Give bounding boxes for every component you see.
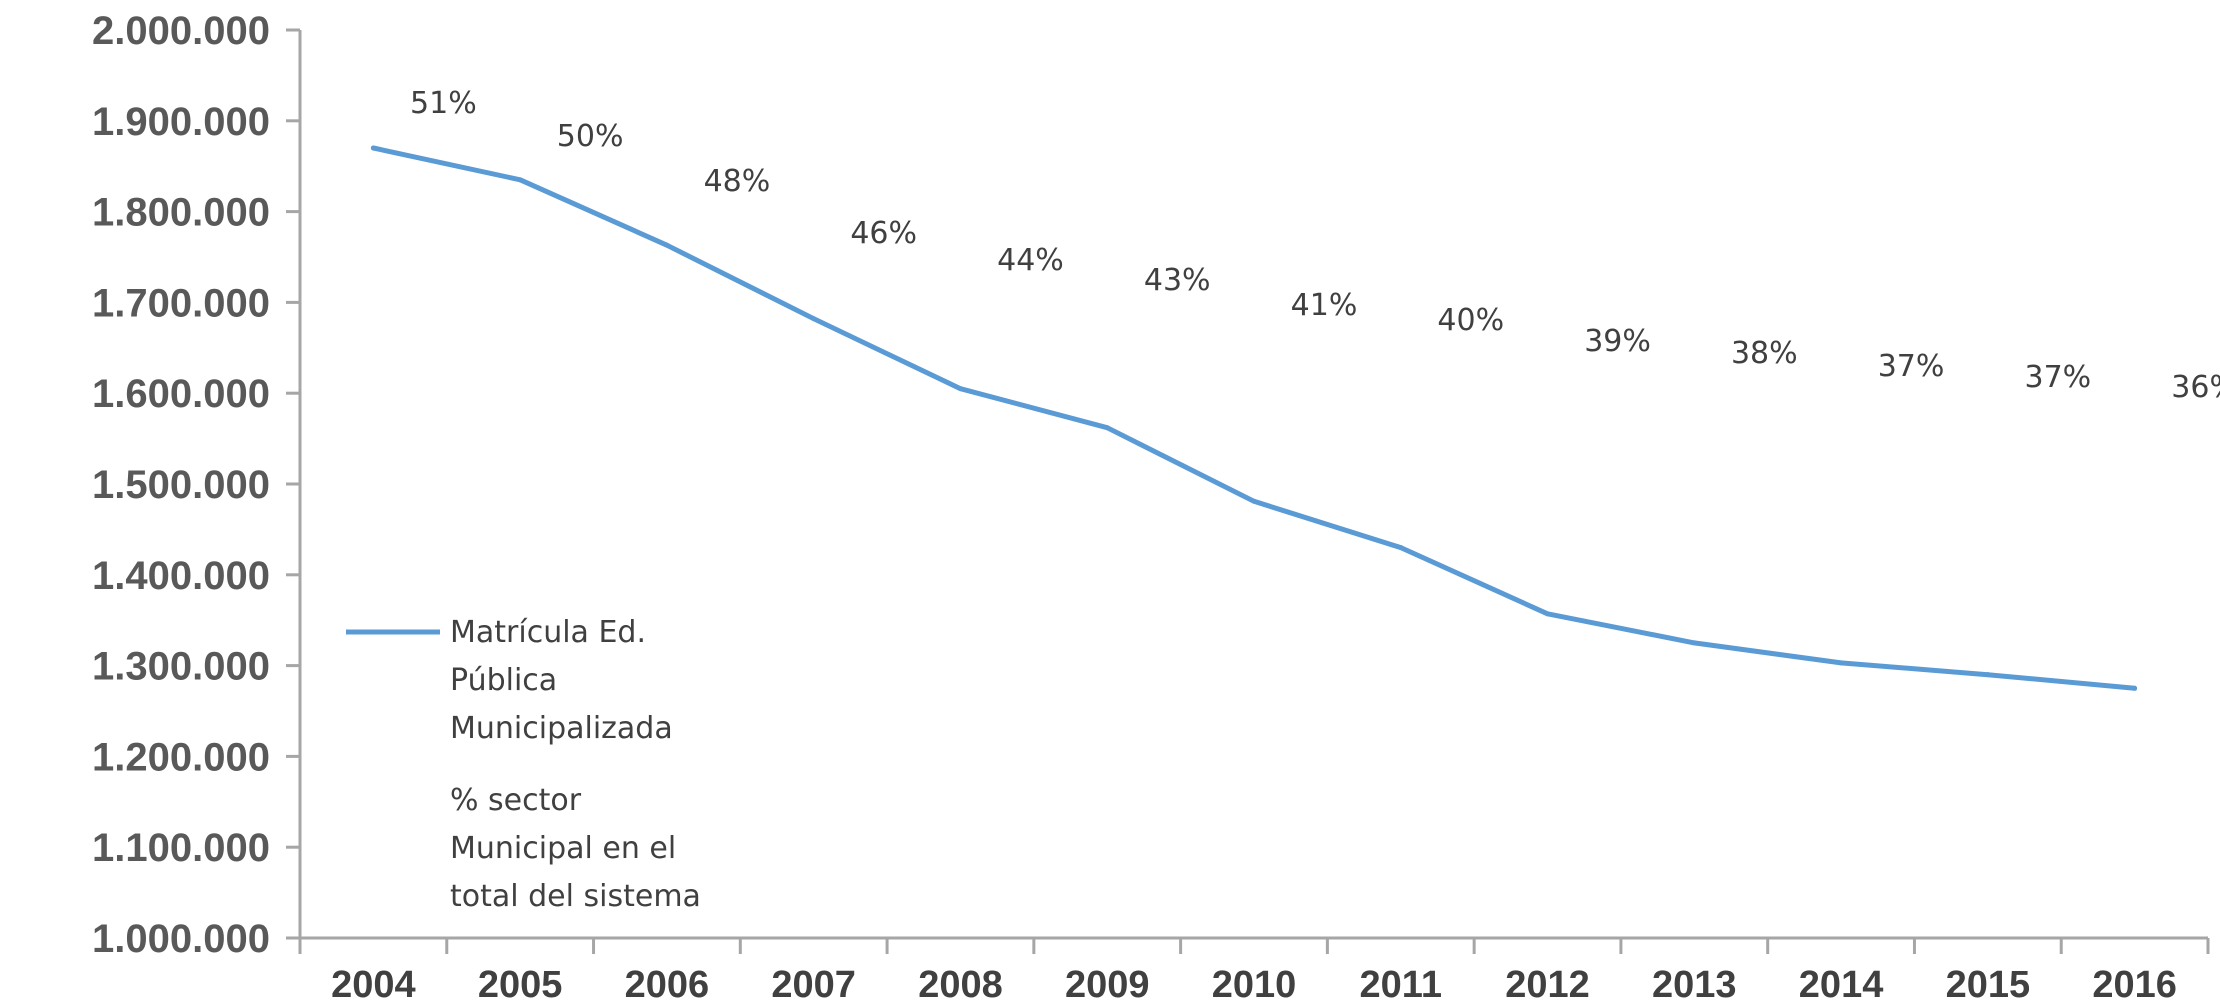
- legend-label-line: Municipalizada: [450, 711, 673, 746]
- data-point: [1398, 545, 1404, 551]
- percent-label: 37%: [2025, 360, 2092, 395]
- y-tick-label: 1.700.000: [92, 281, 270, 325]
- x-tick-label: 2015: [1946, 964, 2031, 1004]
- x-tick-label: 2013: [1652, 964, 1737, 1004]
- x-tick-label: 2004: [331, 964, 416, 1004]
- percent-label: 50%: [557, 119, 624, 154]
- y-tick-label: 1.900.000: [92, 100, 270, 144]
- series-line: [370, 145, 2138, 691]
- x-axis-ticks: 2004 2005 2006 2007 2008 2009 2010 2011 2012 2013…: [298, 938, 2210, 1004]
- percent-label: 46%: [850, 216, 917, 251]
- y-tick-label: 1.300.000: [92, 645, 270, 689]
- legend: Matrícula Ed. Pública Municipalizada % sect…: [346, 615, 701, 914]
- legend-label-line: total del sistema: [450, 879, 701, 914]
- series-layer: [370, 145, 2138, 691]
- x-tick-label: 2006: [625, 964, 710, 1004]
- y-tick-label: 1.100.000: [92, 826, 270, 870]
- y-tick-label: 1.600.000: [92, 372, 270, 416]
- percent-label: 44%: [997, 243, 1064, 278]
- y-tick-label: 1.500.000: [92, 463, 270, 507]
- x-tick-label: 2011: [1360, 964, 1442, 1004]
- data-point: [664, 242, 670, 248]
- percent-label: 51%: [410, 86, 477, 121]
- percent-label: 37%: [1878, 349, 1945, 384]
- x-tick-label: 2005: [478, 964, 563, 1004]
- percent-label: 40%: [1437, 303, 1504, 338]
- data-point: [1838, 660, 1844, 666]
- percent-label: 43%: [1144, 263, 1211, 298]
- percent-label: 41%: [1291, 288, 1358, 323]
- data-point: [2132, 685, 2138, 691]
- y-axis-ticks: 1.000.000 1.100.000 1.200.000 1.300.000 1.40…: [92, 9, 300, 961]
- y-tick-label: 1.400.000: [92, 554, 270, 598]
- y-tick-label: 1.800.000: [92, 191, 270, 235]
- legend-label-line: Municipal en el: [450, 831, 676, 866]
- x-tick-label: 2016: [2092, 964, 2177, 1004]
- y-tick-label: 1.200.000: [92, 735, 270, 779]
- y-tick-label: 2.000.000: [92, 9, 270, 53]
- percent-labels: 51% 50% 48% 46% 44% 43% 41% 40% 39% 38% 37% 37% 36%: [410, 86, 2220, 405]
- data-point: [957, 386, 963, 392]
- x-tick-label: 2007: [771, 964, 856, 1004]
- data-point: [811, 316, 817, 322]
- percent-label: 39%: [1584, 324, 1651, 359]
- data-point: [1545, 611, 1551, 617]
- data-point: [1985, 672, 1991, 678]
- x-tick-label: 2012: [1505, 964, 1590, 1004]
- percent-label: 48%: [704, 164, 771, 199]
- y-tick-label: 1.000.000: [92, 917, 270, 961]
- axes: [298, 30, 2208, 940]
- legend-label-line: Pública: [450, 663, 557, 698]
- legend-label-line: % sector: [450, 783, 582, 818]
- x-tick-label: 2014: [1799, 964, 1884, 1004]
- legend-label-line: Matrícula Ed.: [450, 615, 646, 650]
- data-point: [1251, 498, 1257, 504]
- percent-label: 36%: [2171, 370, 2220, 405]
- data-point: [517, 177, 523, 183]
- data-point: [370, 145, 376, 151]
- data-point: [1104, 425, 1110, 431]
- x-tick-label: 2008: [918, 964, 1003, 1004]
- data-point: [1691, 640, 1697, 646]
- x-tick-label: 2009: [1065, 964, 1150, 1004]
- percent-label: 38%: [1731, 336, 1798, 371]
- x-tick-label: 2010: [1212, 964, 1297, 1004]
